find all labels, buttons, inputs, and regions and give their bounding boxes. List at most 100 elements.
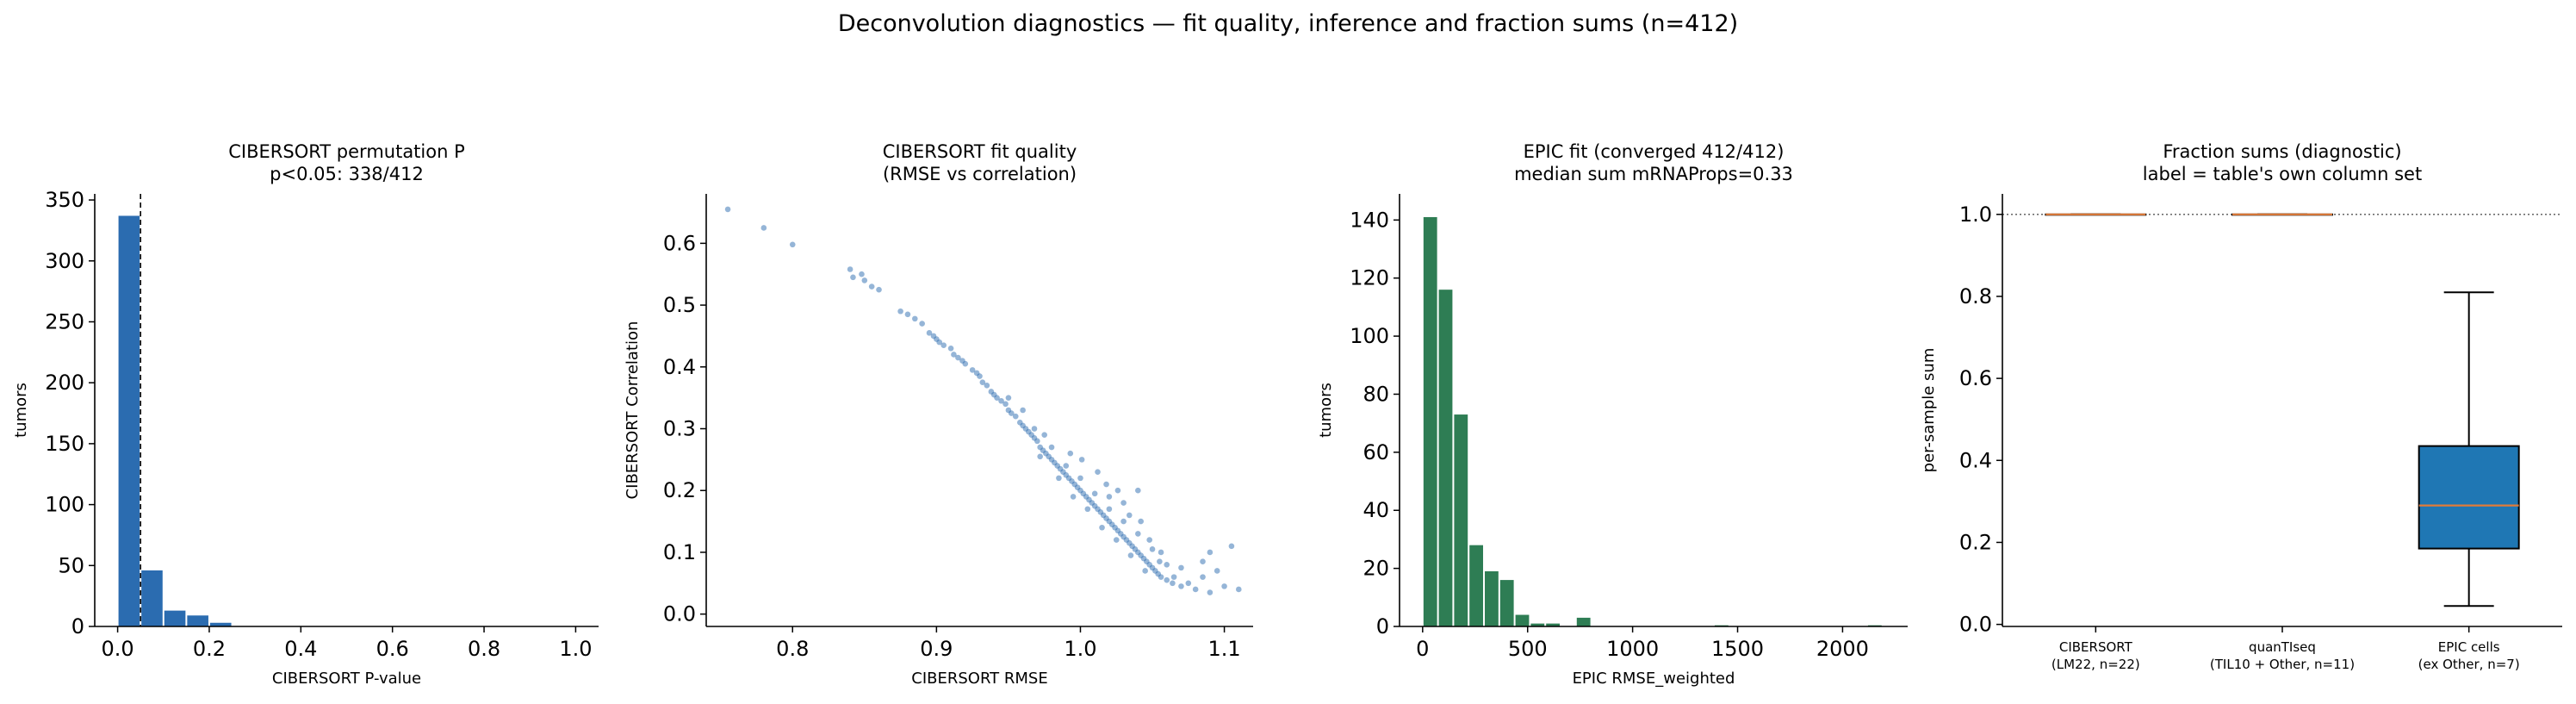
y-tick-label: 0 <box>1376 614 1389 639</box>
scatter-point <box>1178 583 1184 589</box>
x-tick-label: CIBERSORT <box>2059 639 2133 655</box>
scatter-point <box>1113 537 1120 543</box>
scatter-point <box>1120 500 1127 506</box>
scatter-point <box>724 206 731 213</box>
y-tick-label: 0.3 <box>663 417 696 441</box>
histogram-bar <box>1576 617 1591 626</box>
histogram-bar <box>1546 623 1560 626</box>
histogram-bar <box>1438 290 1453 626</box>
x-tick-label: 1.0 <box>559 637 592 661</box>
x-tick-label: quanTIseq <box>2249 639 2316 655</box>
scatter-point <box>1235 586 1242 593</box>
scatter-point <box>951 352 957 358</box>
histogram-bar <box>141 570 163 626</box>
scatter-point <box>847 266 853 272</box>
y-tick-label: 0.6 <box>663 231 696 255</box>
y-tick-label: 350 <box>45 188 84 212</box>
y-tick-label: 0.2 <box>1959 530 1992 554</box>
scatter-point <box>1012 413 1019 420</box>
chart-title: p<0.05: 338/412 <box>270 164 424 184</box>
scatter-point <box>850 274 856 281</box>
scatter-point <box>1207 589 1214 595</box>
scatter-point <box>1084 506 1091 513</box>
scatter-point <box>1056 475 1062 482</box>
y-tick-label: 250 <box>45 309 84 333</box>
x-tick-label: 0 <box>1416 637 1429 661</box>
scatter-point <box>1120 518 1127 525</box>
scatter-point <box>947 345 954 352</box>
scatter-point <box>1178 564 1184 571</box>
y-tick-label: 0.8 <box>1959 284 1992 308</box>
x-tick-label: (ex Other, n=7) <box>2418 657 2520 672</box>
y-tick-label: 300 <box>45 249 84 273</box>
scatter-point <box>897 308 903 315</box>
scatter-point <box>1091 490 1098 497</box>
y-tick-label: 0.2 <box>663 478 696 502</box>
x-tick-label: EPIC cells <box>2438 639 2500 655</box>
chart-title: Fraction sums (diagnostic) <box>2163 141 2401 162</box>
scatter-point <box>1149 546 1156 552</box>
y-tick-label: 0.4 <box>663 355 696 379</box>
scatter-point <box>1103 481 1109 488</box>
scatter-point <box>1164 576 1170 583</box>
chart-title: (RMSE vs correlation) <box>883 164 1077 184</box>
x-tick-label: 500 <box>1508 637 1548 661</box>
histogram-bar <box>1485 570 1499 626</box>
scatter-point <box>1158 574 1164 580</box>
y-tick-label: 0.6 <box>1959 366 1992 390</box>
y-tick-label: 0.0 <box>663 602 696 626</box>
scatter-point <box>926 330 933 336</box>
histogram-bar <box>1454 414 1468 626</box>
scatter-point <box>977 373 983 379</box>
y-tick-label: 140 <box>1350 208 1389 232</box>
scatter-point <box>955 354 961 361</box>
y-tick-label: 20 <box>1362 557 1389 581</box>
scatter-point <box>1067 450 1074 457</box>
scatter-point <box>861 277 868 283</box>
y-tick-label: 0.0 <box>1959 613 1992 637</box>
x-tick-label: 1.0 <box>1064 637 1096 661</box>
scatter-point <box>1126 512 1133 519</box>
scatter-point <box>904 311 911 318</box>
x-axis-label: EPIC RMSE_weighted <box>1573 670 1735 688</box>
histogram-bar <box>187 615 208 626</box>
scatter-point <box>1146 537 1152 543</box>
y-tick-label: 50 <box>58 553 84 577</box>
y-tick-label: 80 <box>1362 382 1389 406</box>
scatter-point <box>1070 494 1077 500</box>
scatter-point <box>1034 438 1040 445</box>
scatter-point <box>1106 494 1113 500</box>
scatter-point <box>1170 580 1176 587</box>
y-tick-label: 200 <box>45 371 84 395</box>
scatter-point <box>1114 487 1121 494</box>
scatter-point <box>1214 568 1220 574</box>
histogram-bar <box>209 622 232 626</box>
scatter-point <box>1095 469 1101 476</box>
histogram-bar <box>1423 216 1437 627</box>
y-tick-label: 100 <box>1350 324 1389 348</box>
scatter-point <box>912 315 918 322</box>
chart-3: EPIC fit (converged 412/412)median sum m… <box>1317 141 1908 688</box>
histogram-bar <box>1530 623 1545 626</box>
scatter-point <box>1192 586 1199 593</box>
y-tick-label: 40 <box>1362 498 1389 522</box>
scatter-point <box>936 339 943 346</box>
scatter-point <box>1127 552 1134 558</box>
y-tick-label: 1.0 <box>1959 202 1992 227</box>
chart-1: CIBERSORT permutation Pp<0.05: 338/412 0 5… <box>12 141 599 688</box>
x-tick-label: 0.9 <box>920 637 953 661</box>
scatter-point <box>876 286 882 293</box>
scatter-point <box>1200 574 1206 580</box>
scatter-point <box>1135 487 1141 494</box>
scatter-point <box>859 271 865 277</box>
x-tick-label: 1000 <box>1606 637 1659 661</box>
scatter-point <box>994 395 1000 401</box>
x-tick-label: (LM22, n=22) <box>2051 657 2140 672</box>
histogram-bar <box>1499 580 1514 626</box>
y-tick-label: 0.4 <box>1959 448 1992 472</box>
scatter-point <box>1099 524 1105 531</box>
scatter-point <box>1077 475 1083 482</box>
x-axis-label: CIBERSORT RMSE <box>911 670 1047 688</box>
scatter-point <box>1157 558 1163 564</box>
